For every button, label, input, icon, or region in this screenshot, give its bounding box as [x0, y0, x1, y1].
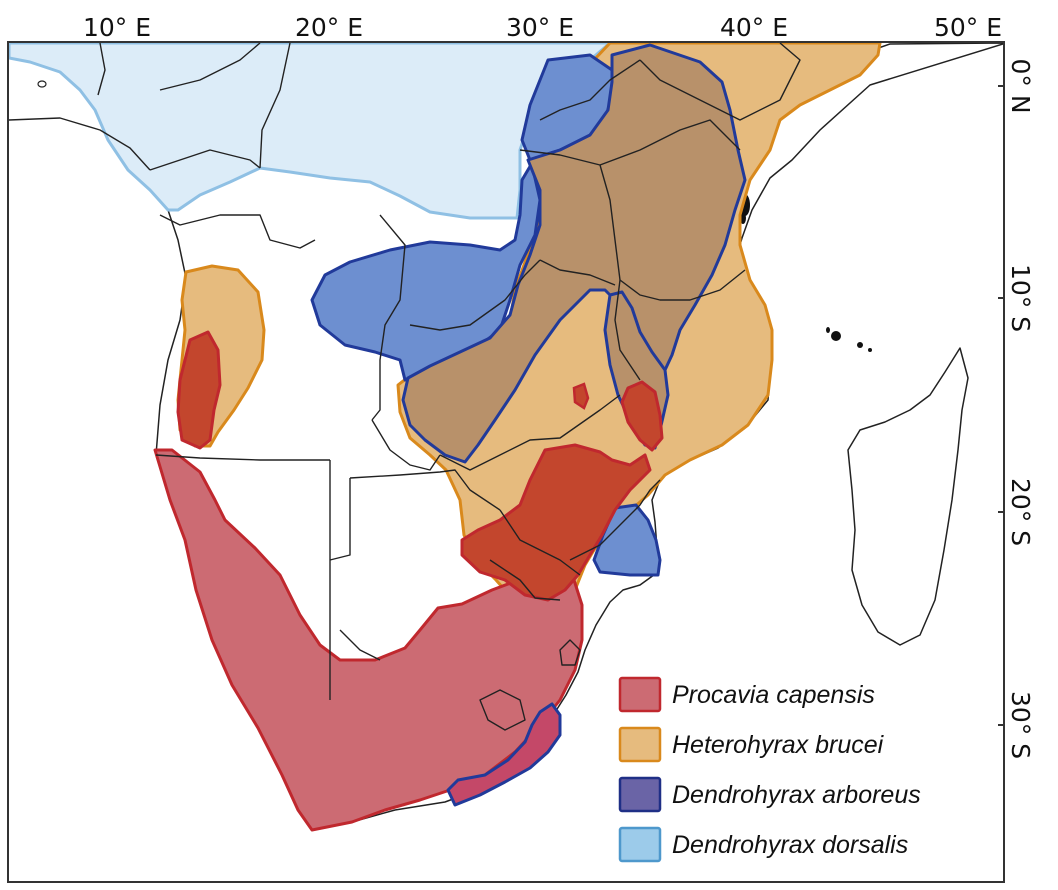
range-procavia-capensis-south [153, 448, 584, 832]
range-procavia-capensis-angola [176, 330, 222, 450]
longitude-tick-40e: 40° E [720, 13, 788, 42]
legend-label-dendrohyrax-arboreus: Dendrohyrax arboreus [672, 781, 921, 809]
longitude-tick-50e: 50° E [934, 13, 1002, 42]
range-dendrohyrax-arboreus-mozambique [592, 503, 662, 577]
legend-label-heterohyrax-brucei: Heterohyrax brucei [672, 731, 885, 759]
legend-item-procavia-capensis: Procavia capensis [618, 676, 875, 713]
legend-item-dendrohyrax-arboreus: Dendrohyrax arboreus [618, 776, 921, 813]
legend: Procavia capensis Heterohyrax brucei Den… [618, 676, 921, 863]
map-content [9, 43, 1003, 832]
latitude-tick-10s: 10° S [1006, 264, 1035, 332]
country-borders [9, 43, 801, 731]
range-overlap-eastern-cape [446, 702, 562, 807]
range-procavia-capensis-zimbabwe [460, 443, 652, 602]
longitude-tick-10e: 10° E [83, 13, 151, 42]
legend-item-heterohyrax-brucei: Heterohyrax brucei [618, 726, 885, 763]
longitude-axis: 10° E 20° E 30° E 40° E 50° E [83, 13, 1002, 42]
latitude-tick-20s: 20° S [1006, 478, 1035, 546]
legend-label-procavia-capensis: Procavia capensis [672, 681, 875, 709]
latitude-axis: 0° N 10° S 20° S 30° S [1006, 58, 1035, 759]
legend-swatch-heterohyrax-brucei [618, 726, 662, 763]
latitude-tick-30s: 30° S [1006, 691, 1035, 759]
madagascar [847, 347, 969, 646]
range-procavia-capensis-spot [572, 382, 590, 410]
legend-label-dendrohyrax-dorsalis: Dendrohyrax dorsalis [672, 831, 908, 859]
legend-item-dendrohyrax-dorsalis: Dendrohyrax dorsalis [618, 826, 908, 863]
legend-swatch-dendrohyrax-dorsalis [618, 826, 662, 863]
longitude-tick-30e: 30° E [506, 13, 574, 42]
range-procavia-capensis-malawi [620, 380, 664, 452]
range-overlap-east-africa [401, 43, 747, 464]
legend-swatch-procavia-capensis [618, 676, 662, 713]
latitude-tick-0n: 0° N [1006, 58, 1035, 113]
longitude-tick-20e: 20° E [295, 13, 363, 42]
legend-swatch-dendrohyrax-arboreus [618, 776, 662, 813]
